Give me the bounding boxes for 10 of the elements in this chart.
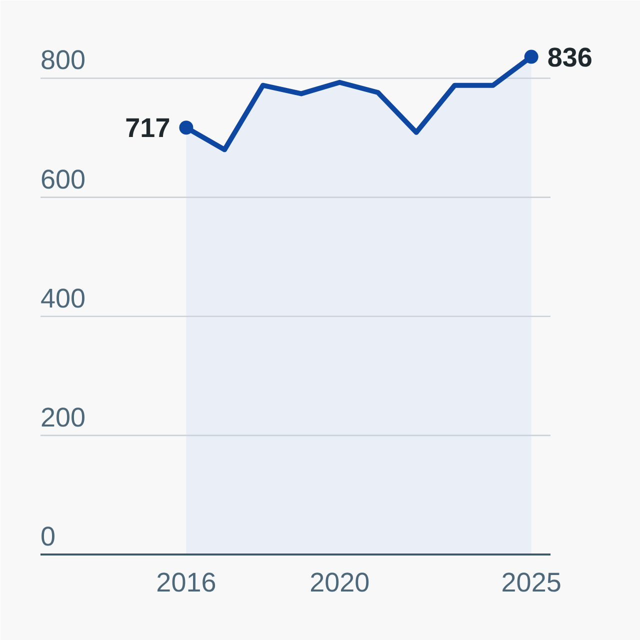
data-label: 836: [547, 42, 592, 72]
y-tick-label: 600: [40, 164, 86, 194]
y-tick-label: 800: [40, 45, 86, 76]
y-tick-label: 400: [40, 283, 86, 314]
y-tick-label: 0: [40, 522, 56, 552]
data-label: 717: [125, 113, 170, 144]
x-tick-label: 2020: [310, 568, 370, 598]
x-tick-label: 2025: [501, 568, 562, 598]
x-tick-label: 2016: [156, 568, 216, 598]
y-tick-label: 200: [40, 402, 86, 432]
